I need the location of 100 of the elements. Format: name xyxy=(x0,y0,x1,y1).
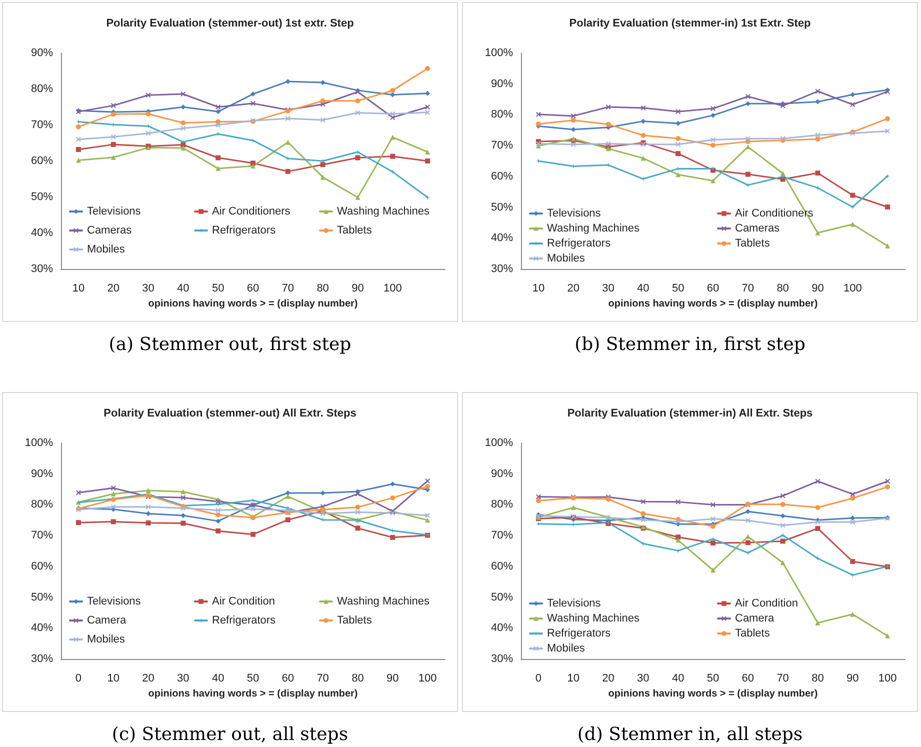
text: (d) Stemmer in, all steps xyxy=(576,724,804,745)
x-axis-title: opinions having words > = (display number) xyxy=(148,688,358,700)
x-tick-label: 20 xyxy=(142,672,154,684)
x-tick-label: 60 xyxy=(282,672,294,684)
x-tick-label: 60 xyxy=(246,282,260,294)
x-tick-label: 80 xyxy=(776,282,789,294)
x-tick-label: 70 xyxy=(776,672,789,684)
chart-title: Polarity Evaluation (stemmer-in) 1st Extr. Step xyxy=(569,18,812,30)
legend-label: Televisions xyxy=(547,208,602,220)
y-tick-label: 100% xyxy=(484,47,514,59)
y-tick-label: 30% xyxy=(490,653,514,665)
legend-label: Televisions xyxy=(547,598,602,610)
legend-label: Refrigerators xyxy=(212,224,276,236)
legend-label: Air Condition xyxy=(735,598,798,610)
x-tick-label: 60 xyxy=(706,282,720,294)
y-tick-label: 50% xyxy=(30,191,54,203)
x-tick-label: 90 xyxy=(812,282,824,294)
legend-label: Camera xyxy=(87,614,128,626)
x-tick-label: 70 xyxy=(316,672,329,684)
x-tick-label: 90 xyxy=(846,672,859,684)
y-tick-label: 80% xyxy=(30,83,54,95)
y-tick-label: 40% xyxy=(490,622,514,634)
x-tick-label: 50 xyxy=(672,282,684,294)
x-tick-label: 100 xyxy=(418,672,437,684)
x-tick-label: 80 xyxy=(812,672,824,684)
legend-label: Tablets xyxy=(337,614,372,626)
x-tick-label: 40 xyxy=(637,282,650,294)
legend-label: Washing Machines xyxy=(547,222,640,234)
legend-label: Air Conditioners xyxy=(212,206,291,218)
y-tick-label: 70% xyxy=(490,530,514,542)
legend-label: Televisions xyxy=(87,206,142,218)
x-tick-label: 50 xyxy=(246,672,260,684)
x-axis-title: opinions having words > = (display number) xyxy=(608,298,818,310)
x-tick-label: 60 xyxy=(742,672,754,684)
x-tick-label: 30 xyxy=(637,672,650,684)
legend-label: Washing Machines xyxy=(337,206,430,218)
x-tick-label: 20 xyxy=(602,672,614,684)
legend-label: Cameras xyxy=(735,222,780,234)
x-tick-label: 10 xyxy=(72,282,85,294)
y-tick-label: 70% xyxy=(30,119,54,131)
y-tick-label: 80% xyxy=(490,108,514,121)
legend-label: Mobiles xyxy=(547,642,586,654)
text: (a) Stemmer out, first step xyxy=(108,334,352,355)
legend-label: Refrigerators xyxy=(547,238,612,250)
legend-label: Washing Machines xyxy=(547,612,640,624)
y-tick-label: 60% xyxy=(490,170,514,182)
y-tick-label: 90% xyxy=(30,47,54,59)
legend-label: Televisions xyxy=(87,596,142,608)
x-axis-title: opinions having words > = (display number) xyxy=(148,298,358,310)
legend-label: Washing Machines xyxy=(337,596,430,608)
y-tick-label: 60% xyxy=(30,560,54,572)
x-tick-label: 90 xyxy=(352,282,364,294)
y-tick-label: 90% xyxy=(490,468,514,480)
y-tick-label: 30% xyxy=(490,263,514,275)
y-tick-label: 80% xyxy=(30,498,54,511)
x-tick-label: 20 xyxy=(107,282,120,294)
chart-title: Polarity Evaluation (stemmer-in) All Extr. Steps xyxy=(567,408,813,420)
x-tick-label: 50 xyxy=(212,282,224,294)
x-tick-label: 100 xyxy=(383,282,402,294)
x-tick-label: 10 xyxy=(107,672,120,684)
x-tick-label: 100 xyxy=(878,672,897,684)
y-tick-label: 60% xyxy=(30,155,54,167)
x-tick-label: 10 xyxy=(567,672,580,684)
legend-label: Tablets xyxy=(735,238,770,250)
legend-label: Refrigerators xyxy=(547,628,612,640)
legend-label: Cameras xyxy=(87,224,132,236)
x-tick-label: 70 xyxy=(742,282,754,294)
x-tick-label: 50 xyxy=(706,672,720,684)
x-tick-label: 10 xyxy=(532,282,545,294)
y-tick-label: 50% xyxy=(30,591,54,604)
y-tick-label: 40% xyxy=(30,622,54,634)
y-tick-label: 30% xyxy=(30,653,54,665)
chart-title: Polarity Evaluation (stemmer-out) 1st extr. Step xyxy=(106,18,354,30)
x-tick-label: 30 xyxy=(602,282,614,294)
x-tick-label: 0 xyxy=(535,672,542,684)
y-tick-label: 90% xyxy=(490,78,514,90)
y-tick-label: 80% xyxy=(490,498,514,511)
x-axis-title: opinions having words > = (display number) xyxy=(608,688,818,700)
x-tick-label: 70 xyxy=(282,282,294,294)
y-tick-label: 90% xyxy=(30,468,54,480)
legend-label: Tablets xyxy=(337,224,372,236)
y-tick-label: 40% xyxy=(490,232,514,244)
x-tick-label: 30 xyxy=(142,282,154,294)
y-tick-label: 100% xyxy=(24,437,54,449)
x-tick-label: 90 xyxy=(386,672,399,684)
x-tick-label: 0 xyxy=(75,672,82,684)
y-tick-label: 60% xyxy=(490,560,514,572)
x-tick-label: 30 xyxy=(177,672,190,684)
x-tick-label: 100 xyxy=(843,282,862,294)
text: (b) Stemmer in, first step xyxy=(574,334,806,355)
legend-label: Refrigerators xyxy=(212,614,276,626)
y-tick-label: 30% xyxy=(30,263,54,275)
y-tick-label: 40% xyxy=(30,227,54,239)
legend-label: Mobiles xyxy=(87,244,126,256)
text: (c) Stemmer out, all steps xyxy=(110,724,350,745)
x-tick-label: 80 xyxy=(316,282,329,294)
x-tick-label: 40 xyxy=(212,672,224,684)
legend-label: Tablets xyxy=(735,628,770,640)
x-tick-label: 20 xyxy=(567,282,580,294)
x-tick-label: 40 xyxy=(672,672,684,684)
